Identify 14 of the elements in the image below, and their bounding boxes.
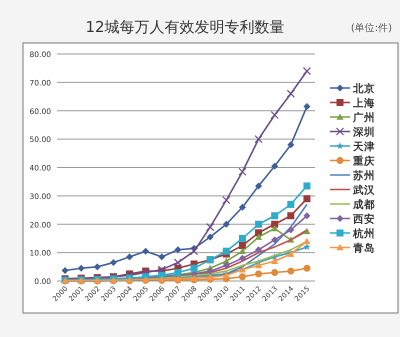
legend-label: 深圳 [352, 126, 375, 138]
legend-label: 天津 [352, 140, 375, 153]
legend-label: 重庆 [352, 154, 375, 168]
legend-label: 杭州 [352, 227, 375, 240]
legend-label: 上海 [352, 96, 375, 110]
legend-label: 苏州 [352, 169, 375, 182]
legend-label: 广州 [352, 111, 375, 124]
legend-label: 武汉 [352, 184, 376, 196]
text: (单位:件) [350, 22, 392, 34]
legend-label: 北京 [352, 82, 375, 95]
legend-label: 成都 [352, 198, 375, 211]
chart-title: 12城每万人有效发明专利数量 [85, 18, 285, 36]
legend-label: 西安 [352, 212, 375, 226]
legend-label: 青岛 [352, 242, 375, 254]
